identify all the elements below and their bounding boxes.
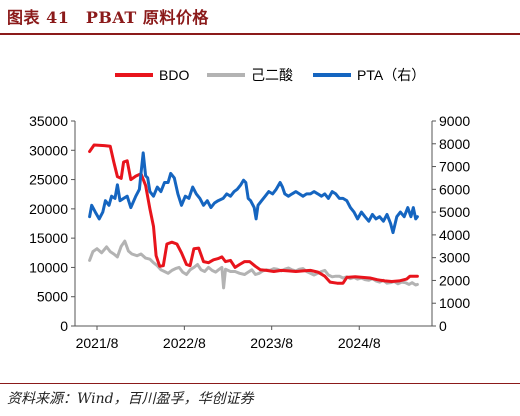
legend: BDO 己二酸 PTA（右） [115, 67, 425, 83]
y-tick-label-left: 15000 [29, 230, 68, 246]
x-tick-label: 2024/8 [338, 335, 381, 351]
legend-item-bdo-label: BDO [159, 67, 189, 83]
y-tick-label-right: 1000 [439, 295, 470, 311]
series-line-adipic-acid [88, 239, 419, 290]
y-tick-label-left: 5000 [37, 289, 68, 305]
legend-item-adipic-acid-label: 己二酸 [251, 67, 293, 83]
y-tick-label-left: 30000 [29, 142, 68, 158]
legend-item-pta-label: PTA（右） [357, 67, 425, 83]
x-tick-label: 2023/8 [250, 335, 293, 351]
line-chart: BDO 己二酸 PTA（右） 050001000015000200002500030… [29, 67, 470, 351]
series-layer [88, 143, 419, 290]
source-note: 资料来源：Wind，百川盈孚，华创证券 [7, 391, 254, 407]
y-tick-label-right: 5000 [439, 204, 470, 220]
y-tick-label-right: 8000 [439, 136, 470, 152]
chart-axes: 0 5000 10000 15000 20000 25000 30000 35000 0 1000… [29, 113, 470, 351]
y-tick-label-right: 4000 [439, 227, 470, 243]
y-tick-label-right: 3000 [439, 250, 470, 266]
y-tick-label-left: 0 [60, 318, 68, 334]
y-tick-label-right: 9000 [439, 113, 470, 129]
y-tick-label-right: 6000 [439, 181, 470, 197]
y-tick-label-left: 10000 [29, 259, 68, 275]
source-rule [0, 383, 520, 384]
y-tick-label-left: 20000 [29, 201, 68, 217]
y-tick-label-right: 2000 [439, 272, 470, 288]
y-tick-label-left: 35000 [29, 113, 68, 129]
title-rule [0, 33, 520, 35]
x-tick-label: 2021/8 [76, 335, 119, 351]
y-tick-label-left: 25000 [29, 172, 68, 188]
x-tick-label: 2022/8 [163, 335, 206, 351]
series-line-bdo [88, 143, 419, 285]
y-tick-label-right: 0 [439, 318, 447, 334]
figure-title: 图表 41 PBAT 原料价格 [7, 8, 209, 27]
series-line-pta [88, 151, 419, 235]
y-tick-label-right: 7000 [439, 159, 470, 175]
